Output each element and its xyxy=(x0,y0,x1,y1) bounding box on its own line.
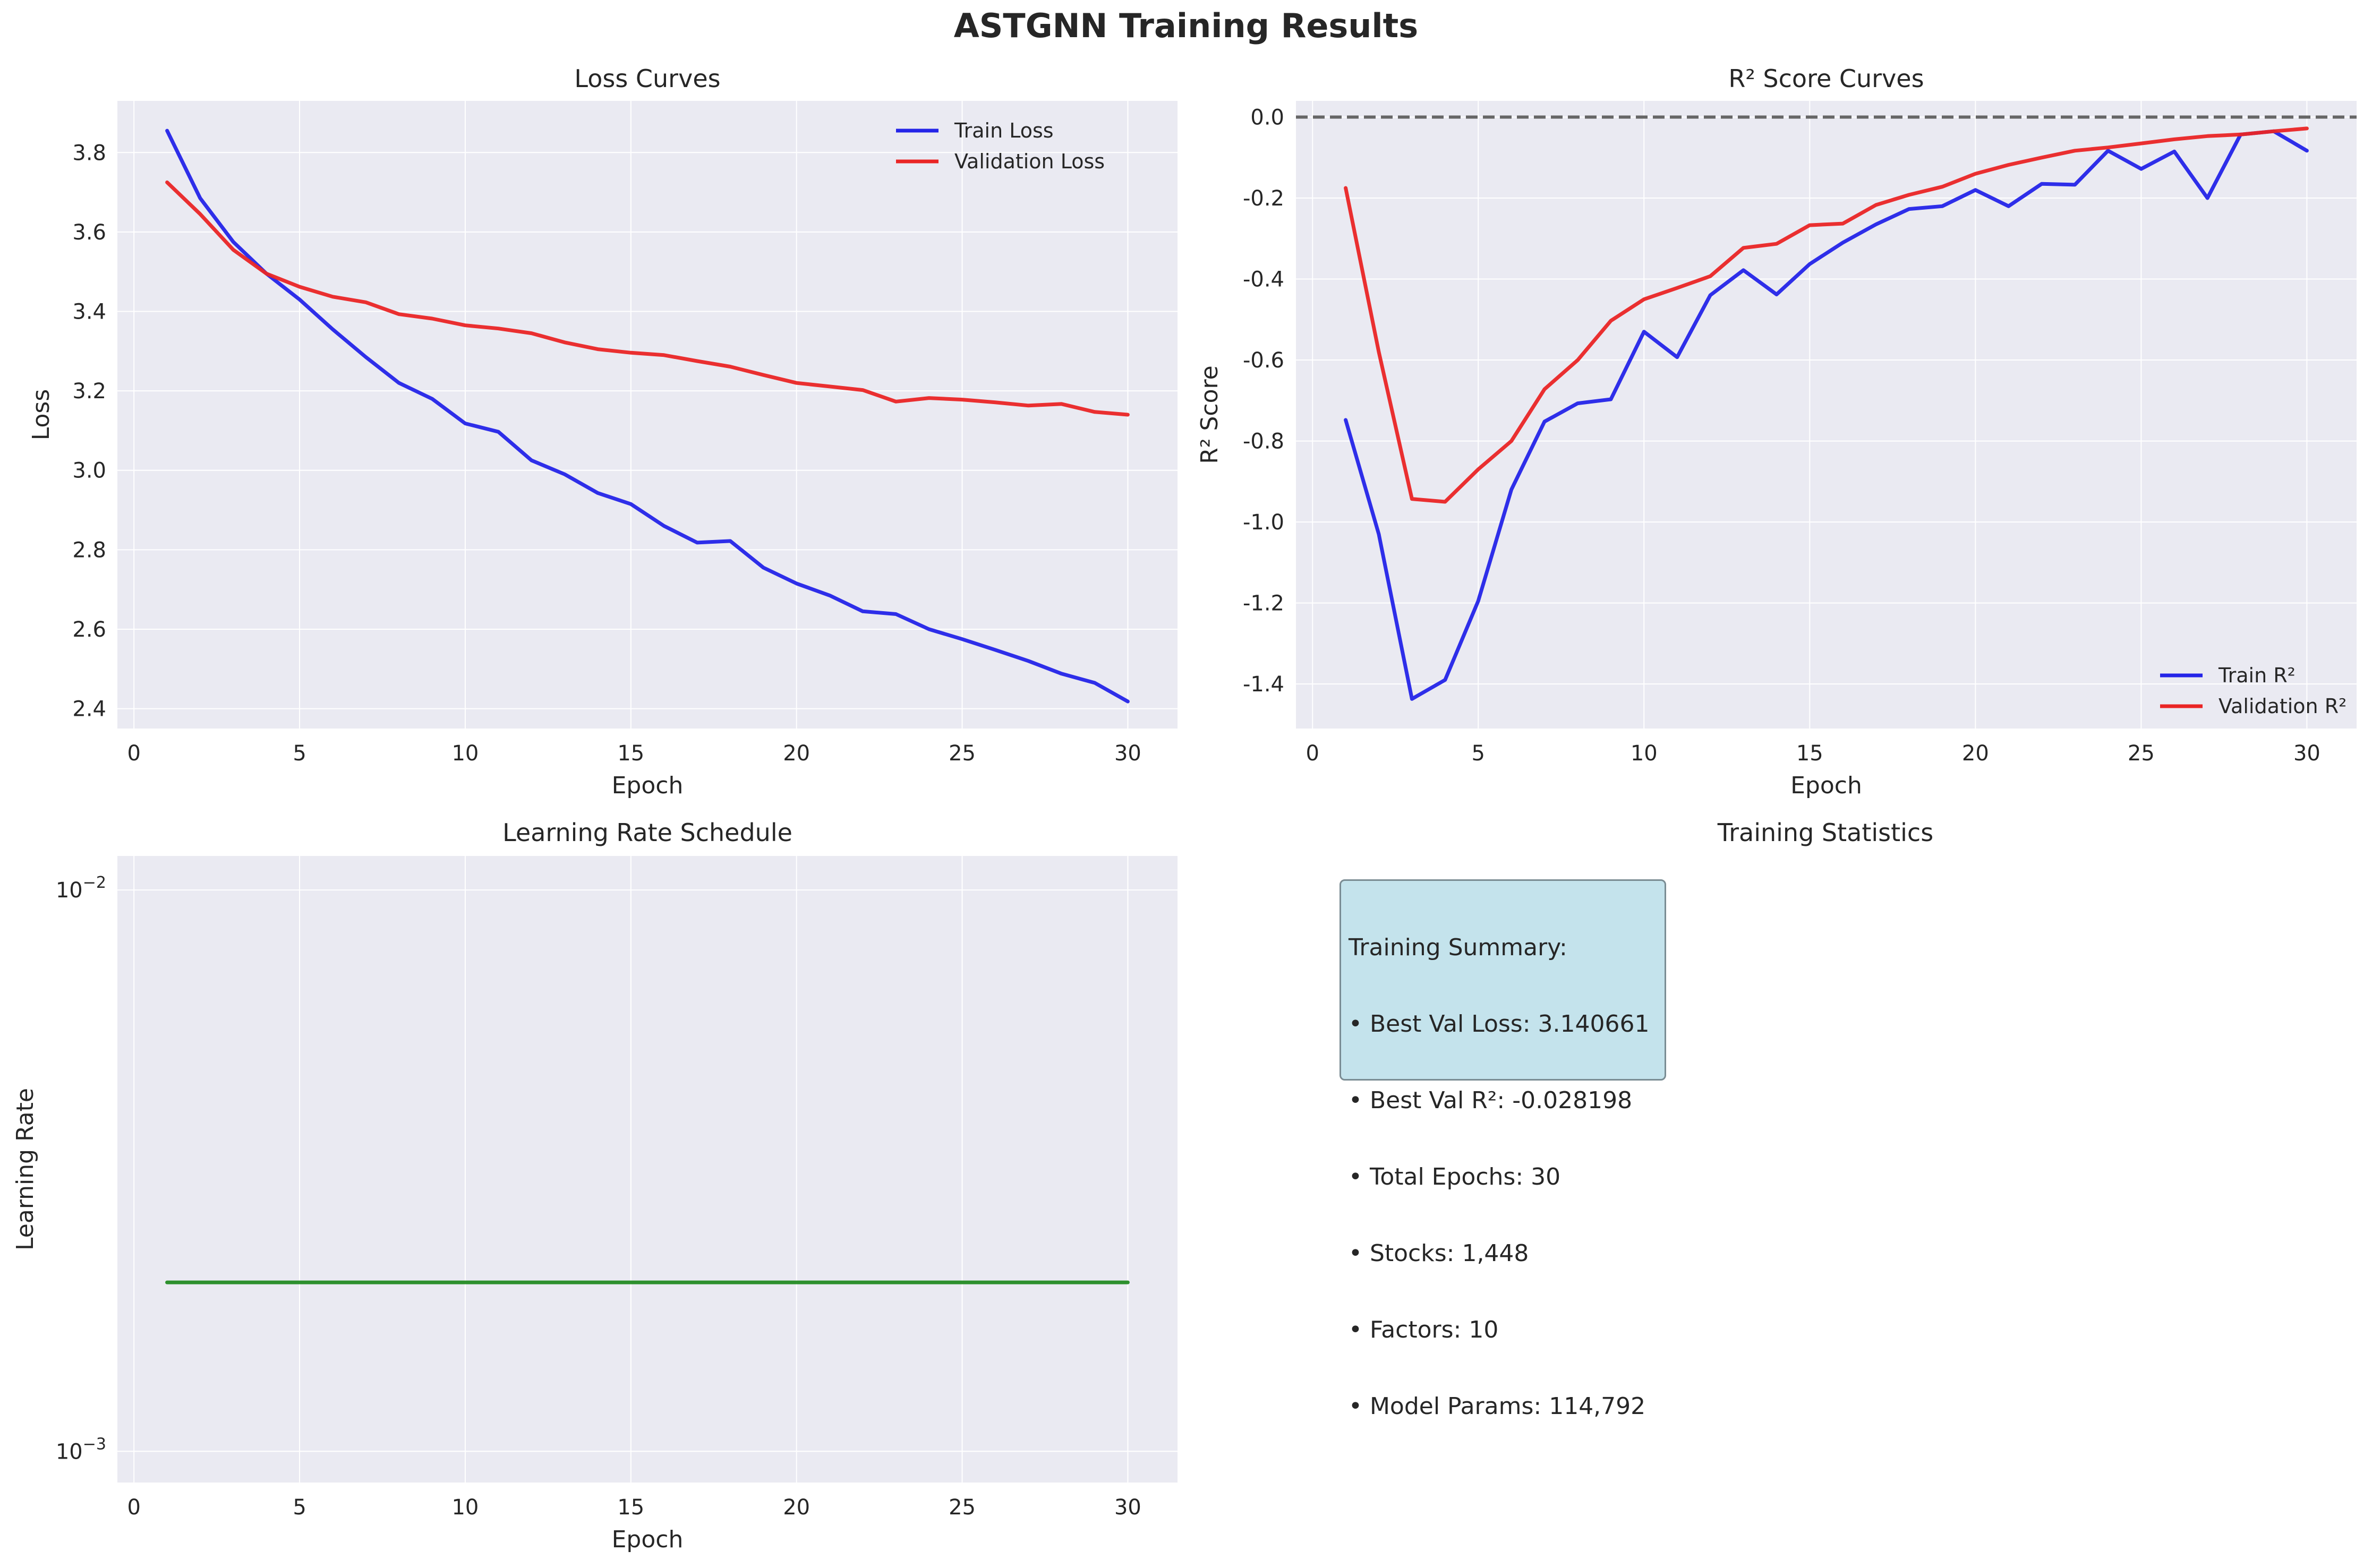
series-line-validation-r- xyxy=(1344,126,2309,504)
summary-line-stocks: • Stocks: 1,448 xyxy=(1349,1240,1529,1267)
summary-line-best-val-r2: • Best Val R²: -0.028198 xyxy=(1349,1087,1633,1114)
y-tick-label: -0.4 xyxy=(1243,268,1284,292)
x-tick-label: 25 xyxy=(949,741,976,766)
panel-title: Learning Rate Schedule xyxy=(502,818,792,847)
series-line-train-r- xyxy=(1344,129,2309,701)
x-tick-label: 25 xyxy=(949,1495,976,1520)
y-tick-label: -0.2 xyxy=(1243,186,1284,211)
y-tick-exponent: −2 xyxy=(83,873,106,892)
summary-line-factors: • Factors: 10 xyxy=(1349,1316,1499,1343)
x-tick-label: 20 xyxy=(783,1495,810,1520)
x-tick-label: 0 xyxy=(1306,741,1319,766)
y-tick-exponent: −3 xyxy=(83,1435,106,1453)
panel-title: R² Score Curves xyxy=(1728,64,1924,93)
x-axis-label: Epoch xyxy=(1790,772,1862,799)
panel-title: Loss Curves xyxy=(574,64,720,93)
x-tick-label: 5 xyxy=(1472,741,1485,766)
x-tick-label: 0 xyxy=(127,1495,140,1520)
plot-area xyxy=(1296,101,2357,729)
y-tick-label: -0.6 xyxy=(1243,348,1284,373)
legend-label: Train R² xyxy=(2218,664,2296,687)
summary-line-title: Training Summary: xyxy=(1349,934,1567,961)
y-tick-label: 2.4 xyxy=(72,697,106,722)
y-tick-label: -1.0 xyxy=(1243,510,1284,535)
x-tick-label: 15 xyxy=(1796,741,1823,766)
x-tick-label: 30 xyxy=(1114,1495,1141,1520)
y-tick-base: 10 xyxy=(56,878,83,903)
x-tick-label: 5 xyxy=(293,741,306,766)
summary-line-total-epochs: • Total Epochs: 30 xyxy=(1349,1163,1561,1190)
summary-line-model-params: • Model Params: 114,792 xyxy=(1349,1393,1646,1420)
y-tick-label: 10−3 xyxy=(56,1435,106,1464)
y-tick-label: 2.8 xyxy=(72,538,106,562)
y-tick-label: -1.4 xyxy=(1243,672,1284,697)
series-line-validation-loss xyxy=(165,180,1130,417)
y-axis-label: Learning Rate xyxy=(12,1088,39,1250)
y-tick-label: -0.8 xyxy=(1243,430,1284,454)
legend-label: Validation R² xyxy=(2219,695,2347,718)
y-tick-label: 0.0 xyxy=(1250,106,1284,130)
y-tick-label: 10−2 xyxy=(56,873,106,903)
x-axis-label: Epoch xyxy=(612,1526,684,1553)
x-tick-label: 30 xyxy=(2293,741,2320,766)
x-tick-label: 10 xyxy=(451,741,479,766)
x-tick-label: 15 xyxy=(617,741,644,766)
x-tick-label: 10 xyxy=(451,1495,479,1520)
stats-panel-title: Training Statistics xyxy=(1717,818,1933,847)
training-summary-box: Training Summary: • Best Val Loss: 3.140… xyxy=(1339,879,1666,1419)
y-axis-label: R² Score xyxy=(1196,365,1223,464)
y-tick-base: 10 xyxy=(56,1440,83,1464)
y-tick-label: 3.6 xyxy=(72,220,106,245)
summary-line-best-val-loss: • Best Val Loss: 3.140661 xyxy=(1349,1010,1650,1038)
x-tick-label: 25 xyxy=(2128,741,2155,766)
y-tick-label: 3.4 xyxy=(72,299,106,324)
plot-area xyxy=(117,856,1178,1483)
y-axis-label: Loss xyxy=(28,389,55,441)
legend-label: Train Loss xyxy=(954,119,1054,142)
series-line-train-loss xyxy=(165,128,1130,704)
x-tick-label: 20 xyxy=(1962,741,1989,766)
legend-label: Validation Loss xyxy=(954,150,1105,173)
x-tick-label: 15 xyxy=(617,1495,644,1520)
y-tick-label: 3.8 xyxy=(72,141,106,165)
x-tick-label: 0 xyxy=(127,741,140,766)
x-tick-label: 5 xyxy=(293,1495,306,1520)
x-axis-label: Epoch xyxy=(612,772,684,799)
y-tick-label: -1.2 xyxy=(1243,592,1284,616)
x-tick-label: 20 xyxy=(783,741,810,766)
x-tick-label: 10 xyxy=(1631,741,1658,766)
figure-title: ASTGNN Training Results xyxy=(953,6,1419,45)
x-tick-label: 30 xyxy=(1114,741,1141,766)
y-tick-label: 3.2 xyxy=(72,379,106,404)
y-tick-label: 3.0 xyxy=(72,459,106,483)
plot-area xyxy=(117,101,1178,729)
y-tick-label: 2.6 xyxy=(72,618,106,642)
